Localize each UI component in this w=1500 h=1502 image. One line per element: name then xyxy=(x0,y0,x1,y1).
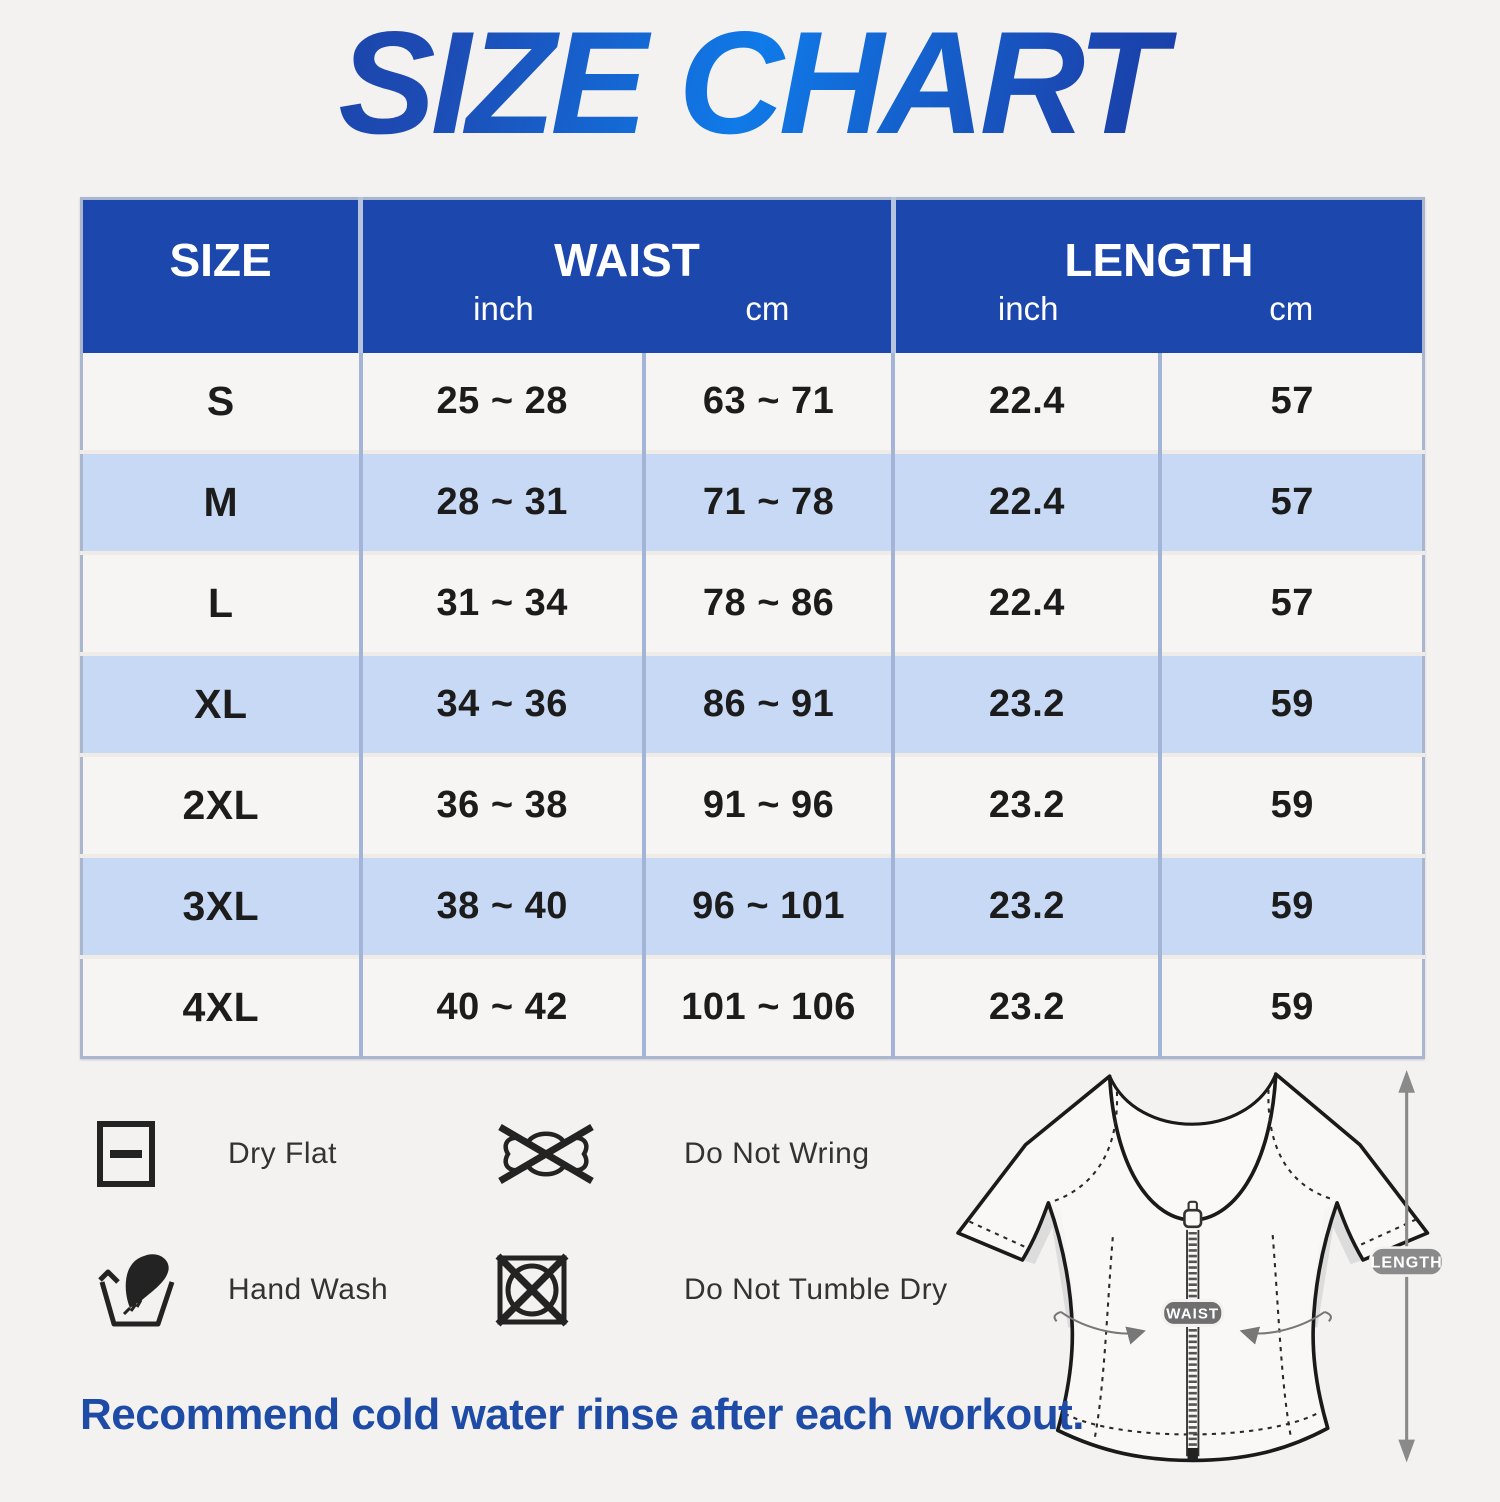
table-header: SIZE WAIST LENGTH inch cm inch cm xyxy=(81,198,1424,353)
cell-length-inch: 22.4 xyxy=(891,551,1161,654)
cell-length-cm: 59 xyxy=(1158,955,1424,1058)
cell-size: L xyxy=(81,551,361,654)
table-row: L 31 ~ 34 78 ~ 86 22.4 57 xyxy=(81,551,1424,654)
header-waist-cm: cm xyxy=(643,289,894,353)
cell-size: 4XL xyxy=(81,955,361,1058)
waist-label-badge xyxy=(1161,1298,1225,1327)
zipper xyxy=(1183,1200,1203,1461)
cell-size: S xyxy=(206,378,235,424)
header-length: LENGTH xyxy=(893,198,1424,289)
header-waist-inch: inch xyxy=(360,289,644,353)
cell-waist-inch: 31 ~ 34 xyxy=(358,551,644,654)
header-waist: WAIST xyxy=(360,198,896,289)
cell-length-inch: 23.2 xyxy=(891,753,1161,856)
length-label: LENGTH xyxy=(1370,1253,1442,1271)
cell-length-cm: 59 xyxy=(1158,854,1424,957)
care-label: Hand Wash xyxy=(228,1273,389,1306)
table-row: 3XL 38 ~ 40 96 ~ 101 23.2 59 xyxy=(81,854,1424,957)
table-row: 4XL 40 ~ 42 101 ~ 106 23.2 59 xyxy=(81,955,1424,1058)
cell-waist-cm: 101 ~ 106 xyxy=(641,955,894,1058)
footer-note: Recommend cold water rinse after each wo… xyxy=(80,1390,1084,1439)
cell-length-inch: 23.2 xyxy=(891,955,1161,1058)
cell-waist-cm: 78 ~ 86 xyxy=(641,551,894,654)
care-label: Do Not Wring xyxy=(684,1137,870,1170)
table-row: M 28 ~ 31 71 ~ 78 22.4 57 xyxy=(81,450,1424,553)
header-row-units: inch cm inch cm xyxy=(82,289,1424,353)
length-label-badge xyxy=(1369,1246,1445,1277)
header-length-inch: inch xyxy=(890,289,1161,353)
cell-waist-cm: 71 ~ 78 xyxy=(641,450,894,553)
cell-size: 2XL xyxy=(81,753,361,856)
waist-measure: WAIST xyxy=(1053,1298,1332,1345)
cell-size: 3XL xyxy=(81,854,361,957)
cell-waist-cm: 63 ~ 71 xyxy=(641,353,894,452)
size-chart-table: SIZE WAIST LENGTH inch cm inch cm S 25 ~… xyxy=(80,197,1425,1059)
length-measure: LENGTH xyxy=(1369,1069,1445,1463)
cell-waist-inch: 34 ~ 36 xyxy=(358,652,644,755)
cell-waist-cm: 91 ~ 96 xyxy=(641,753,894,856)
dry-flat-icon xyxy=(96,1120,228,1188)
cell-waist-cm: 86 ~ 91 xyxy=(641,652,894,755)
cell-length-cm: 57 xyxy=(1158,551,1424,654)
cell-length-cm: 59 xyxy=(1158,753,1424,856)
do-not-tumble-dry-icon xyxy=(494,1252,684,1328)
list-item: Do Not Wring xyxy=(494,1121,956,1187)
list-item: Do Not Tumble Dry xyxy=(494,1252,956,1328)
cell-length-inch: 23.2 xyxy=(891,652,1161,755)
garment-diagram: WAIST LENGTH xyxy=(956,1069,1445,1463)
cell-length-inch: 22.4 xyxy=(891,353,1161,452)
header-row-main: SIZE WAIST LENGTH xyxy=(81,198,1424,353)
cell-size: XL xyxy=(81,652,361,755)
header-length-cm: cm xyxy=(1160,289,1424,353)
table-row: S 25 ~ 28 63 ~ 71 22.4 57 xyxy=(81,353,1424,452)
care-label: Do Not Tumble Dry xyxy=(684,1273,948,1306)
cell-size: M xyxy=(81,450,361,553)
hand-wash-icon xyxy=(96,1252,228,1328)
cell-length-inch: 22.4 xyxy=(891,450,1161,553)
cell-length-inch: 23.2 xyxy=(891,854,1161,957)
table-row: 2XL 36 ~ 38 91 ~ 96 23.2 59 xyxy=(81,753,1424,856)
care-label: Dry Flat xyxy=(228,1137,337,1170)
list-item: Dry Flat xyxy=(96,1120,494,1188)
care-instructions: Dry Flat Do Not Wring Hand Wash xyxy=(96,1086,956,1358)
cell-length-cm: 57 xyxy=(1158,450,1424,553)
cell-waist-inch: 40 ~ 42 xyxy=(358,955,644,1058)
cell-waist-inch: 25 ~ 28 xyxy=(358,353,644,452)
cell-waist-inch: 36 ~ 38 xyxy=(358,753,644,856)
list-item: Hand Wash xyxy=(96,1252,494,1328)
do-not-wring-icon xyxy=(494,1121,684,1187)
header-size: SIZE xyxy=(81,198,364,353)
waist-label: WAIST xyxy=(1166,1306,1219,1323)
cell-length-cm: 59 xyxy=(1158,652,1424,755)
cell-waist-cm: 96 ~ 101 xyxy=(641,854,894,957)
page-title: SIZE CHART xyxy=(0,6,1500,160)
table-row: XL 34 ~ 36 86 ~ 91 23.2 59 xyxy=(81,652,1424,755)
cell-length-cm: 57 xyxy=(1158,353,1424,452)
cell-waist-inch: 28 ~ 31 xyxy=(358,450,644,553)
cell-waist-inch: 38 ~ 40 xyxy=(358,854,644,957)
